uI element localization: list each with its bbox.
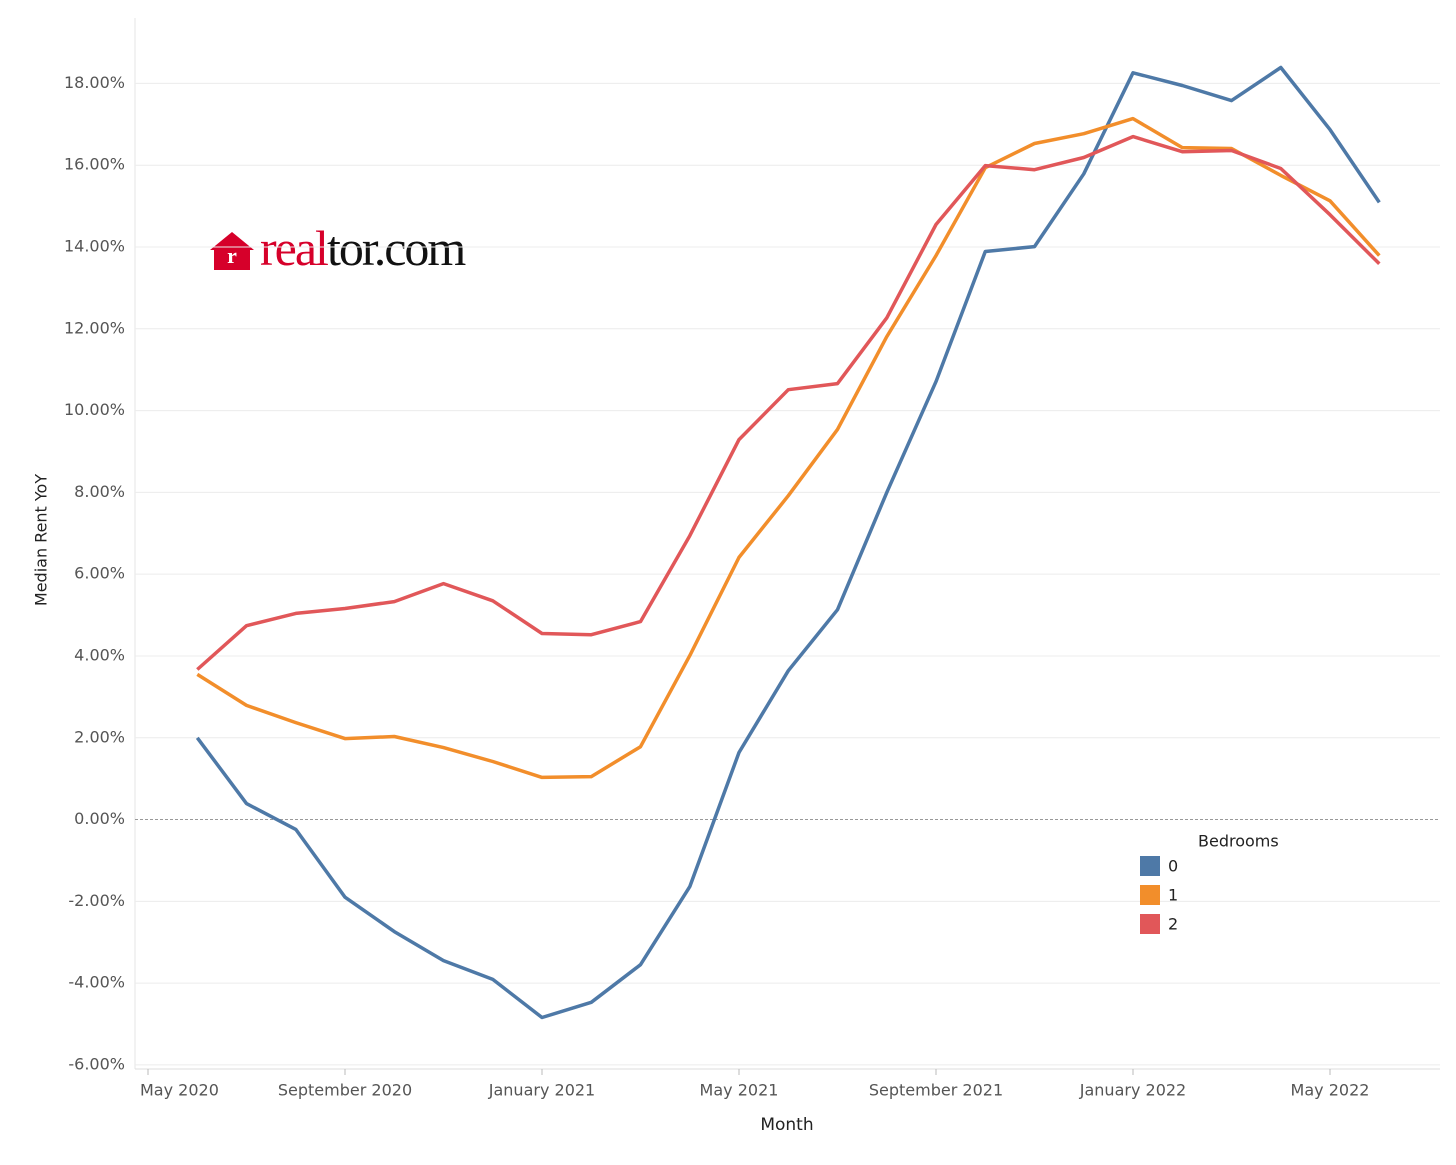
x-tick-label: January 2022 bbox=[1079, 1081, 1186, 1100]
y-tick-label: -6.00% bbox=[68, 1054, 125, 1073]
y-tick-label: -2.00% bbox=[68, 891, 125, 910]
legend-label: 1 bbox=[1168, 886, 1178, 905]
y-tick-label: 18.00% bbox=[64, 73, 125, 92]
x-tick-label: May 2022 bbox=[1291, 1081, 1370, 1100]
y-tick-label: 0.00% bbox=[74, 809, 125, 828]
logo-text: realtor.com bbox=[260, 220, 466, 276]
series-line bbox=[195, 65, 1381, 1020]
x-tick-label: September 2021 bbox=[869, 1081, 1003, 1100]
legend-swatch bbox=[1140, 914, 1160, 934]
y-tick-label: 6.00% bbox=[74, 564, 125, 583]
y-tick-label: 4.00% bbox=[74, 645, 125, 664]
logo-house bbox=[210, 232, 254, 270]
x-axis-label: Month bbox=[760, 1115, 813, 1135]
y-axis-label: Median Rent YoY bbox=[32, 474, 51, 606]
y-tick-label: 16.00% bbox=[64, 155, 125, 174]
y-tick-label: 2.00% bbox=[74, 727, 125, 746]
logo-icon-letter: r bbox=[227, 243, 237, 268]
y-tick-label: 14.00% bbox=[64, 237, 125, 256]
x-tick-label: January 2021 bbox=[488, 1081, 595, 1100]
x-tick-label: May 2020 bbox=[140, 1081, 219, 1100]
y-tick-label: 12.00% bbox=[64, 318, 125, 337]
logo: r realtor.com bbox=[210, 220, 468, 276]
series-line bbox=[196, 134, 1381, 671]
logo-text-dark: tor.com bbox=[327, 220, 466, 276]
legend-swatch bbox=[1140, 856, 1160, 876]
logo-text-red: real bbox=[260, 220, 328, 276]
legend-title: Bedrooms bbox=[1198, 832, 1279, 851]
legend-label: 2 bbox=[1168, 915, 1178, 934]
y-tick-label: 8.00% bbox=[74, 482, 125, 501]
series-line bbox=[196, 116, 1381, 780]
legend-swatch bbox=[1140, 885, 1160, 905]
y-tick-label: -4.00% bbox=[68, 973, 125, 992]
x-tick-label: May 2021 bbox=[700, 1081, 779, 1100]
x-tick-label: September 2020 bbox=[278, 1081, 412, 1100]
y-tick-label: 10.00% bbox=[64, 400, 125, 419]
legend-label: 0 bbox=[1168, 857, 1178, 876]
